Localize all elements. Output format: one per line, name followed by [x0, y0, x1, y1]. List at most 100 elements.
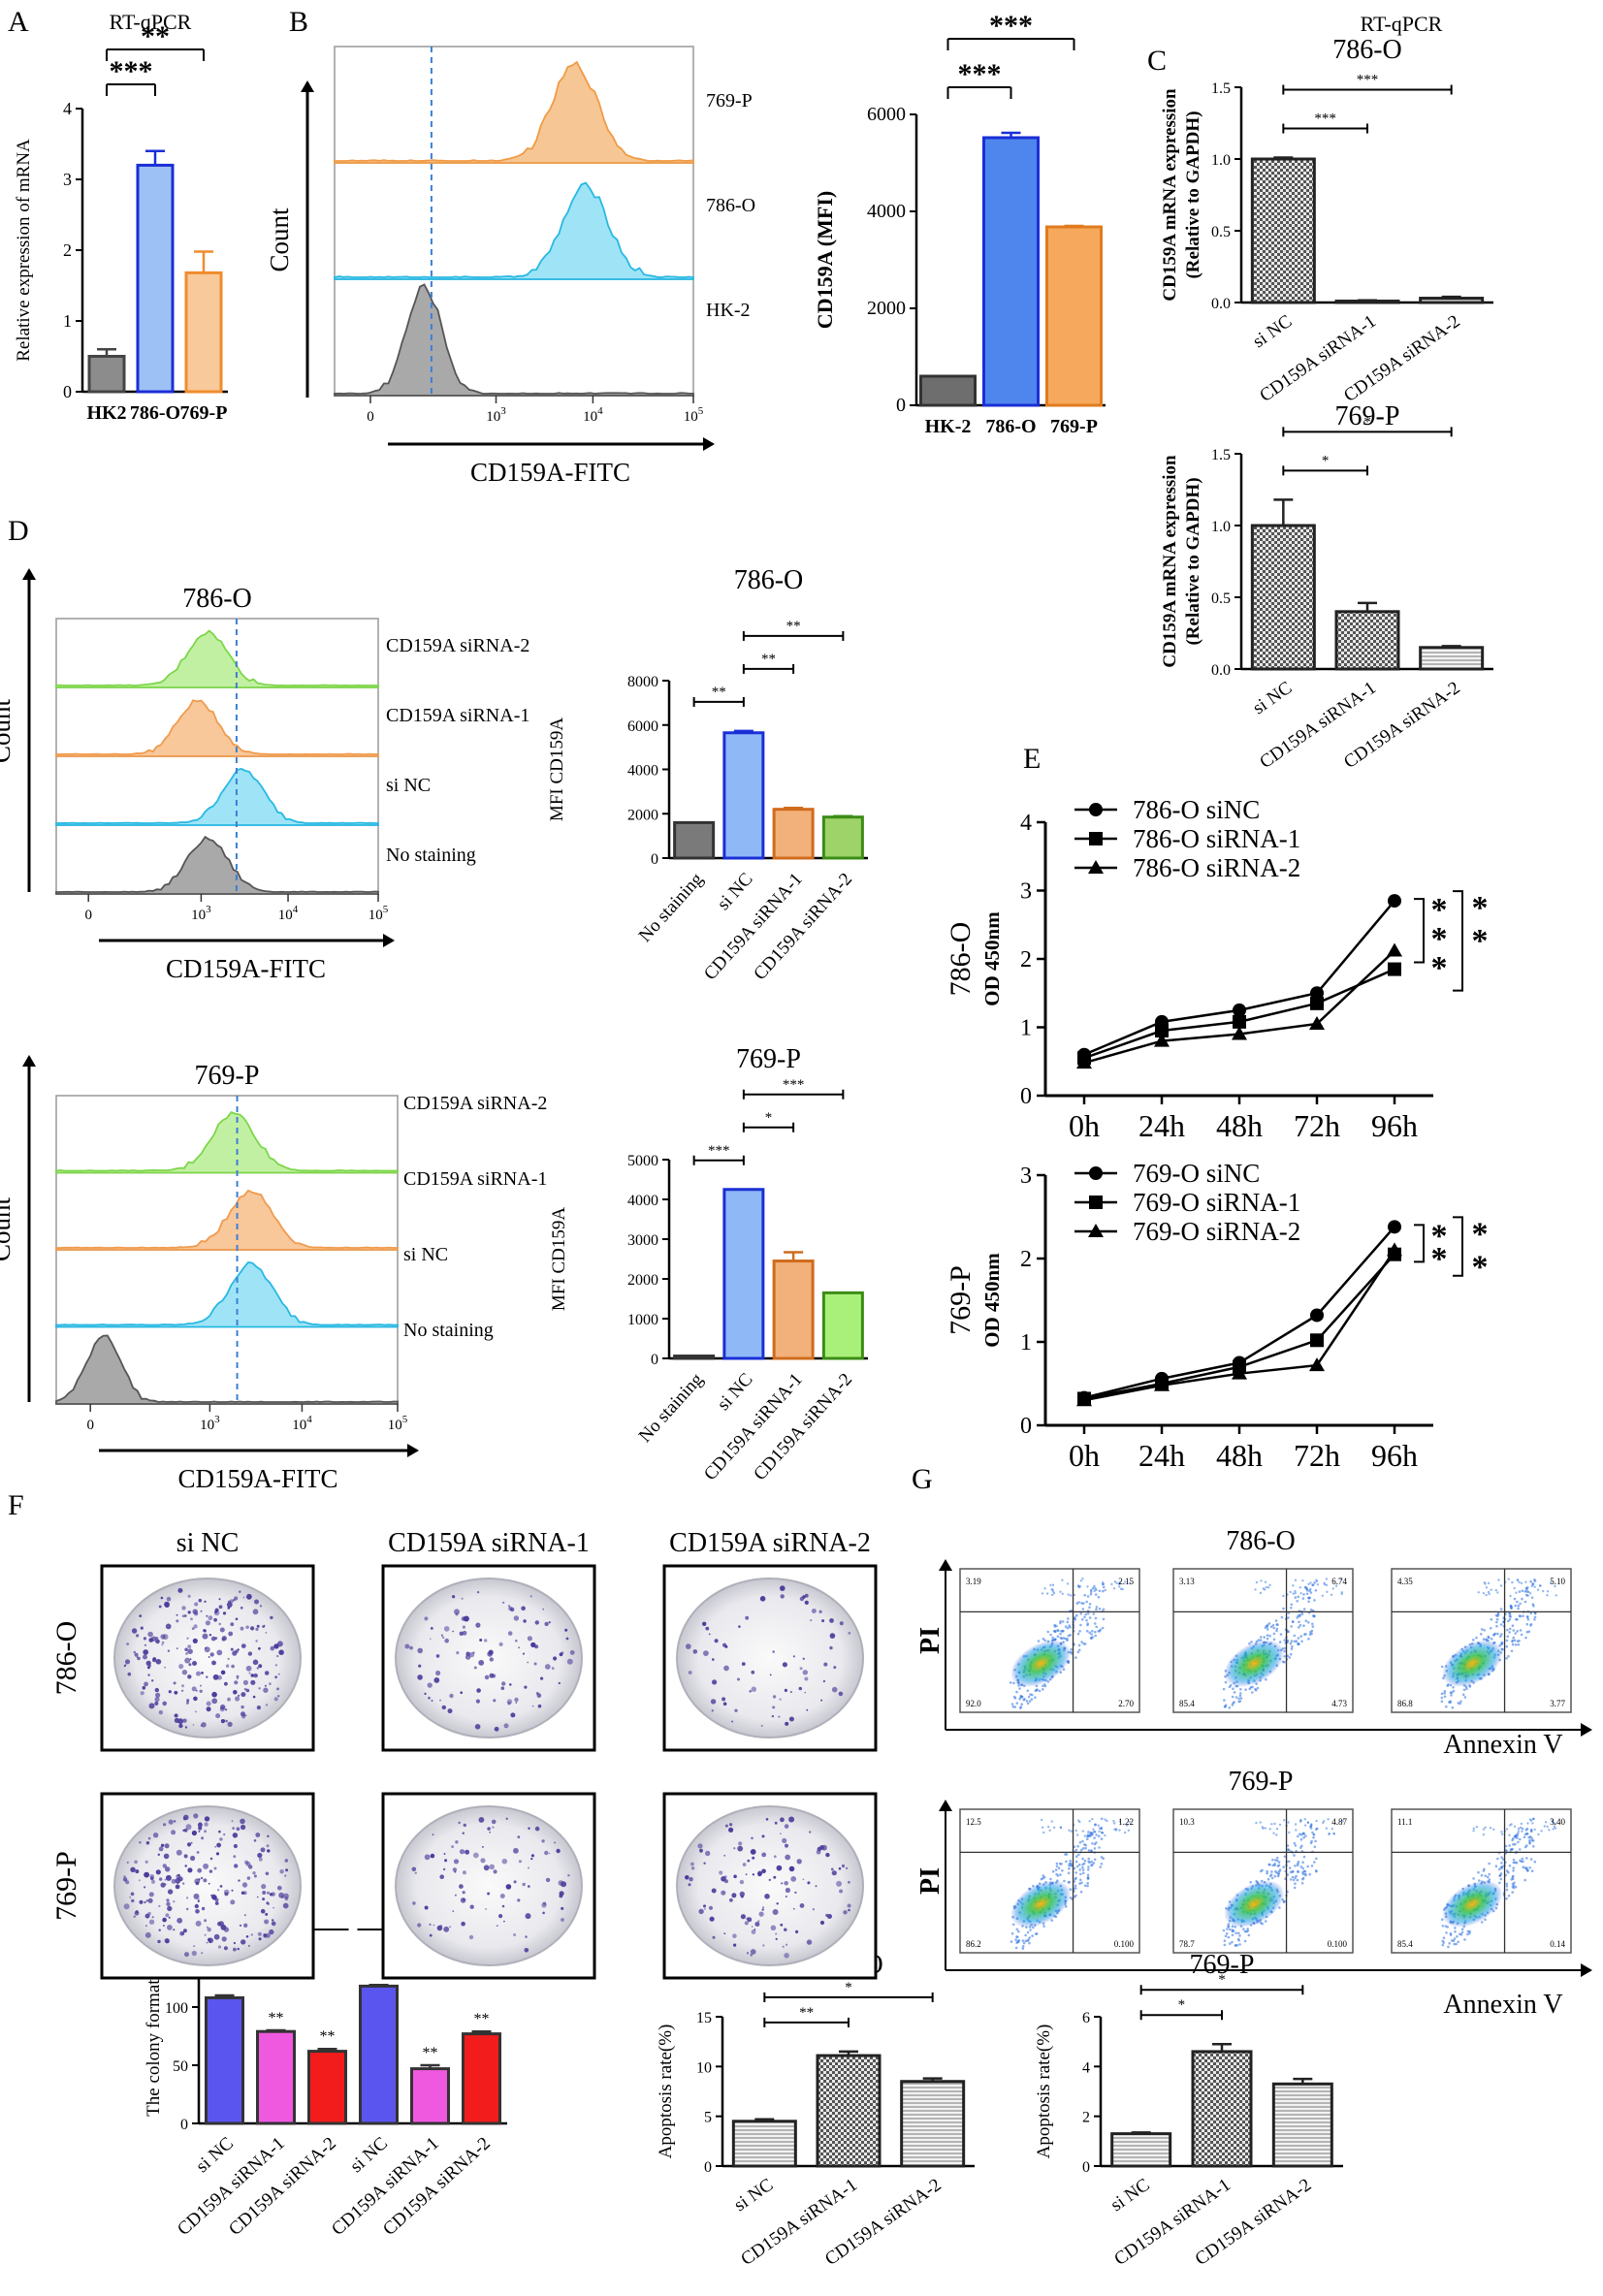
colony-dot: [220, 1670, 226, 1675]
event-dot: [1302, 1593, 1305, 1596]
colony-dot: [788, 1816, 795, 1823]
event-dot: [1451, 1706, 1455, 1709]
event-dot: [1113, 1822, 1116, 1825]
colony-dot: [223, 1946, 228, 1951]
significance-label: *: [1322, 453, 1330, 468]
colony-dot: [168, 1690, 172, 1694]
quadrant-q4-value: 85.4: [1179, 1699, 1195, 1708]
y-tick-label: 3000: [627, 1232, 658, 1249]
event-dot: [1507, 1654, 1510, 1658]
colony-dot: [157, 1853, 160, 1857]
colony-dot: [848, 1881, 850, 1884]
event-dot: [1015, 1928, 1019, 1931]
colony-dot: [802, 1670, 808, 1675]
colony-dot: [240, 1939, 246, 1945]
event-dot: [1095, 1608, 1098, 1611]
event-dot: [1287, 1630, 1290, 1633]
colony-dot: [690, 1866, 695, 1870]
event-dot: [1224, 1704, 1228, 1706]
y-tick-label: 4000: [627, 763, 658, 780]
event-dot: [1098, 1608, 1102, 1610]
event-dot: [1092, 1612, 1096, 1615]
colony-dot: [126, 1642, 130, 1645]
colony-dot: [203, 1878, 208, 1883]
track-label: si NC: [403, 1244, 448, 1265]
colony-dot: [206, 1926, 208, 1929]
colony-dot: [204, 1822, 208, 1827]
colony-dot: [789, 1690, 793, 1694]
colony-dot: [784, 1953, 789, 1959]
event-dot: [1300, 1834, 1303, 1836]
event-dot: [1266, 1871, 1268, 1875]
event-dot: [1275, 1627, 1279, 1631]
colony-dot: [264, 1671, 270, 1675]
colony-dot: [838, 1691, 844, 1697]
event-dot: [1256, 1686, 1260, 1690]
colony-dot: [235, 1696, 240, 1702]
event-dot: [1304, 1619, 1308, 1622]
colony-dot: [780, 1923, 784, 1927]
row-label: 769-P: [945, 1265, 977, 1335]
colony-dot: [204, 1600, 207, 1603]
event-dot: [1112, 1820, 1115, 1823]
colony-dot: [688, 1883, 691, 1887]
colony-dot: [517, 1898, 521, 1902]
colony-dot: [163, 1853, 170, 1860]
colony-dot: [252, 1659, 259, 1666]
colony-dot: [154, 1697, 160, 1703]
colony-dot: [276, 1641, 283, 1647]
event-dot: [1323, 1583, 1327, 1586]
event-dot: [1533, 1585, 1536, 1588]
event-dot: [1066, 1582, 1070, 1585]
event-dot: [1452, 1689, 1456, 1693]
event-dot: [1079, 1611, 1082, 1615]
event-dot: [1506, 1635, 1510, 1638]
colony-dot: [453, 1859, 460, 1865]
bar: [673, 1355, 716, 1360]
event-dot: [1510, 1607, 1513, 1610]
event-dot: [1546, 1594, 1549, 1597]
event-dot: [1224, 1680, 1228, 1684]
event-dot: [1024, 1939, 1027, 1943]
event-dot: [1077, 1643, 1081, 1647]
event-dot: [1254, 1588, 1257, 1591]
event-dot: [1460, 1930, 1464, 1934]
bar: [307, 2050, 347, 2125]
colony-dot: [443, 1626, 450, 1632]
event-dot: [1078, 1585, 1082, 1588]
event-dot: [1505, 1639, 1509, 1642]
event-dot: [1060, 1630, 1063, 1633]
event-dot: [1509, 1615, 1512, 1618]
colony-dot: [242, 1596, 245, 1599]
colony-dot: [219, 1627, 225, 1633]
bar: [256, 2029, 296, 2125]
event-dot: [1086, 1873, 1090, 1877]
colony-dot: [258, 1646, 261, 1650]
event-dot: [1523, 1878, 1526, 1882]
event-dot: [1098, 1846, 1101, 1849]
colony-dot: [267, 1849, 271, 1853]
colony-dot: [212, 1674, 219, 1680]
colony-dot: [454, 1894, 457, 1897]
y-tick-label: 6: [1082, 2010, 1090, 2026]
event-dot: [1091, 1586, 1095, 1590]
event-dot: [1519, 1826, 1523, 1830]
event-dot: [1528, 1835, 1532, 1838]
event-dot: [1489, 1827, 1492, 1830]
event-dot: [1042, 1874, 1045, 1877]
event-dot: [1490, 1588, 1492, 1591]
event-dot: [1457, 1940, 1459, 1944]
scatter-row-title: 769-P: [1229, 1767, 1294, 1797]
quadrant-q4-value: 92.0: [966, 1699, 981, 1708]
event-dot: [1306, 1821, 1310, 1825]
event-dot: [1546, 1590, 1550, 1593]
colony-dot: [559, 1891, 564, 1897]
colony-dot: [233, 1947, 237, 1952]
event-dot: [1288, 1866, 1292, 1869]
event-dot: [1529, 1858, 1533, 1861]
event-dot: [1301, 1877, 1304, 1881]
event-dot: [1508, 1627, 1512, 1631]
event-dot: [1293, 1634, 1297, 1638]
colony-dot: [147, 1674, 150, 1676]
colony-dot: [164, 1843, 170, 1849]
